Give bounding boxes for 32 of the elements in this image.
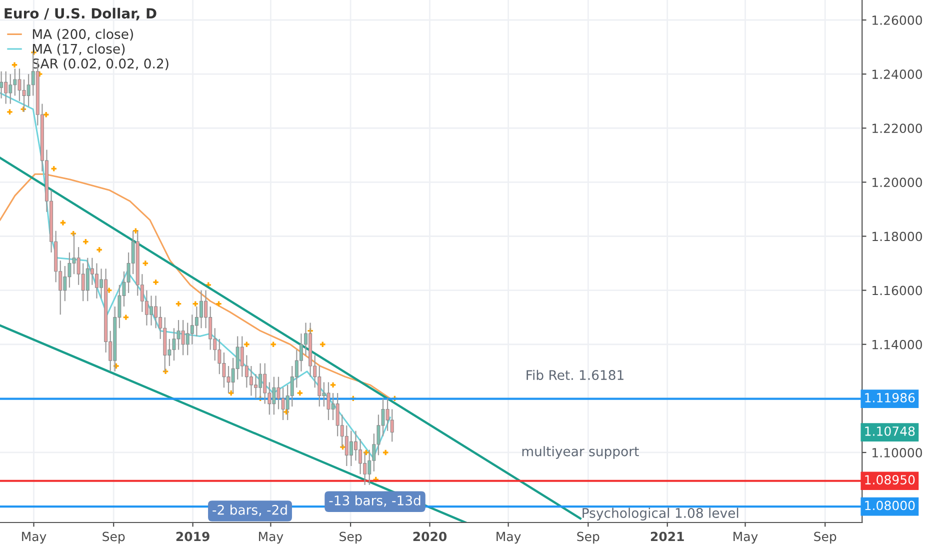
y-tick-label: 1.24000 xyxy=(872,70,922,79)
annotation: Fib Ret. 1.6181 xyxy=(526,370,624,380)
y-tick-label: 1.18000 xyxy=(872,232,922,242)
ref-line-label: 1.11986 xyxy=(865,392,915,402)
y-tick-label: 1.26000 xyxy=(872,15,922,25)
x-tick-label: Sep xyxy=(814,532,836,544)
x-tick-label: Sep xyxy=(340,532,362,544)
x-tick-label: Sep xyxy=(102,532,125,544)
y-tick-label: 1.22000 xyxy=(872,124,922,134)
annotation: multiyear support xyxy=(522,446,639,459)
text: Euro / U.S. Dollar, D xyxy=(4,8,156,20)
x-tick-label: 2021 xyxy=(650,532,684,542)
x-tick-label: May xyxy=(734,532,758,544)
legend-label: MA (200, close) xyxy=(32,28,133,41)
ref-line-label: 1.08950 xyxy=(865,475,915,484)
x-tick-label: May xyxy=(496,532,521,544)
y-tick-label: 1.10000 xyxy=(872,448,922,458)
x-tick-label: Sep xyxy=(577,532,600,544)
legend-label: SAR (0.02, 0.02, 0.2) xyxy=(32,58,168,70)
ref-line-label: 1.08000 xyxy=(865,500,915,510)
x-tick-label: 2020 xyxy=(413,532,447,542)
x-tick-label: May xyxy=(22,532,46,544)
annotation: -13 bars, -13d xyxy=(329,495,420,507)
x-tick-label: May xyxy=(259,532,284,544)
x-tick-label: 2019 xyxy=(176,532,210,542)
y-tick-label: 1.14000 xyxy=(872,340,922,350)
annotation: Psychological 1.08 level xyxy=(582,508,738,521)
annotation: -2 bars, -2d xyxy=(212,504,287,516)
y-tick-label: 1.16000 xyxy=(872,286,922,296)
y-tick-label: 1.20000 xyxy=(872,178,922,188)
text: 1.10748 xyxy=(865,426,915,436)
legend-label: MA (17, close) xyxy=(32,44,125,56)
